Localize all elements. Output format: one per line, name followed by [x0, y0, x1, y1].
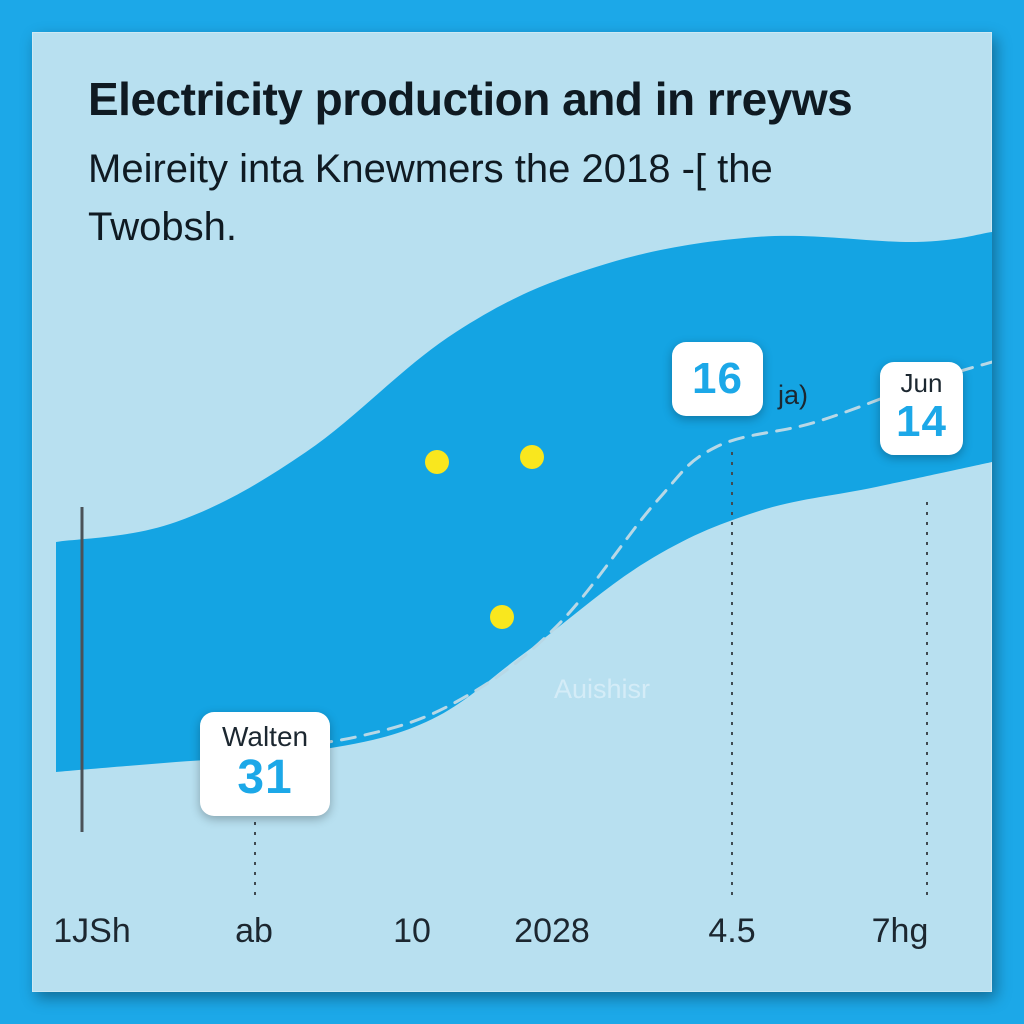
band-fill	[56, 232, 992, 772]
area-band	[56, 232, 992, 902]
label-auishisr: Auishisr	[554, 674, 650, 705]
label-jay: ja)	[778, 380, 808, 411]
x-axis-label: 2028	[514, 912, 590, 951]
callout-walten: Walten 31	[200, 712, 330, 816]
callout-sixteen: 16	[672, 342, 763, 416]
callout-jun: Jun 14	[880, 362, 963, 455]
callout-walten-value: 31	[222, 753, 308, 803]
x-axis-label: 1JSh	[53, 912, 131, 951]
callout-sixteen-value: 16	[692, 356, 743, 402]
chart-panel: Electricity production and in rreyws Mei…	[32, 32, 992, 992]
chart-area: Walten 31 16 Jun 14 ja) Auishisr 1JSh ab 1…	[32, 32, 992, 992]
x-axis-label: 4.5	[708, 912, 755, 951]
callout-jun-value: 14	[896, 399, 947, 445]
band-svg	[56, 232, 992, 902]
callout-walten-label: Walten	[222, 722, 308, 751]
x-axis-label: 10	[393, 912, 431, 951]
callout-jun-label: Jun	[896, 370, 947, 397]
x-axis-label: 7hg	[872, 912, 929, 951]
x-axis-label: ab	[235, 912, 273, 951]
